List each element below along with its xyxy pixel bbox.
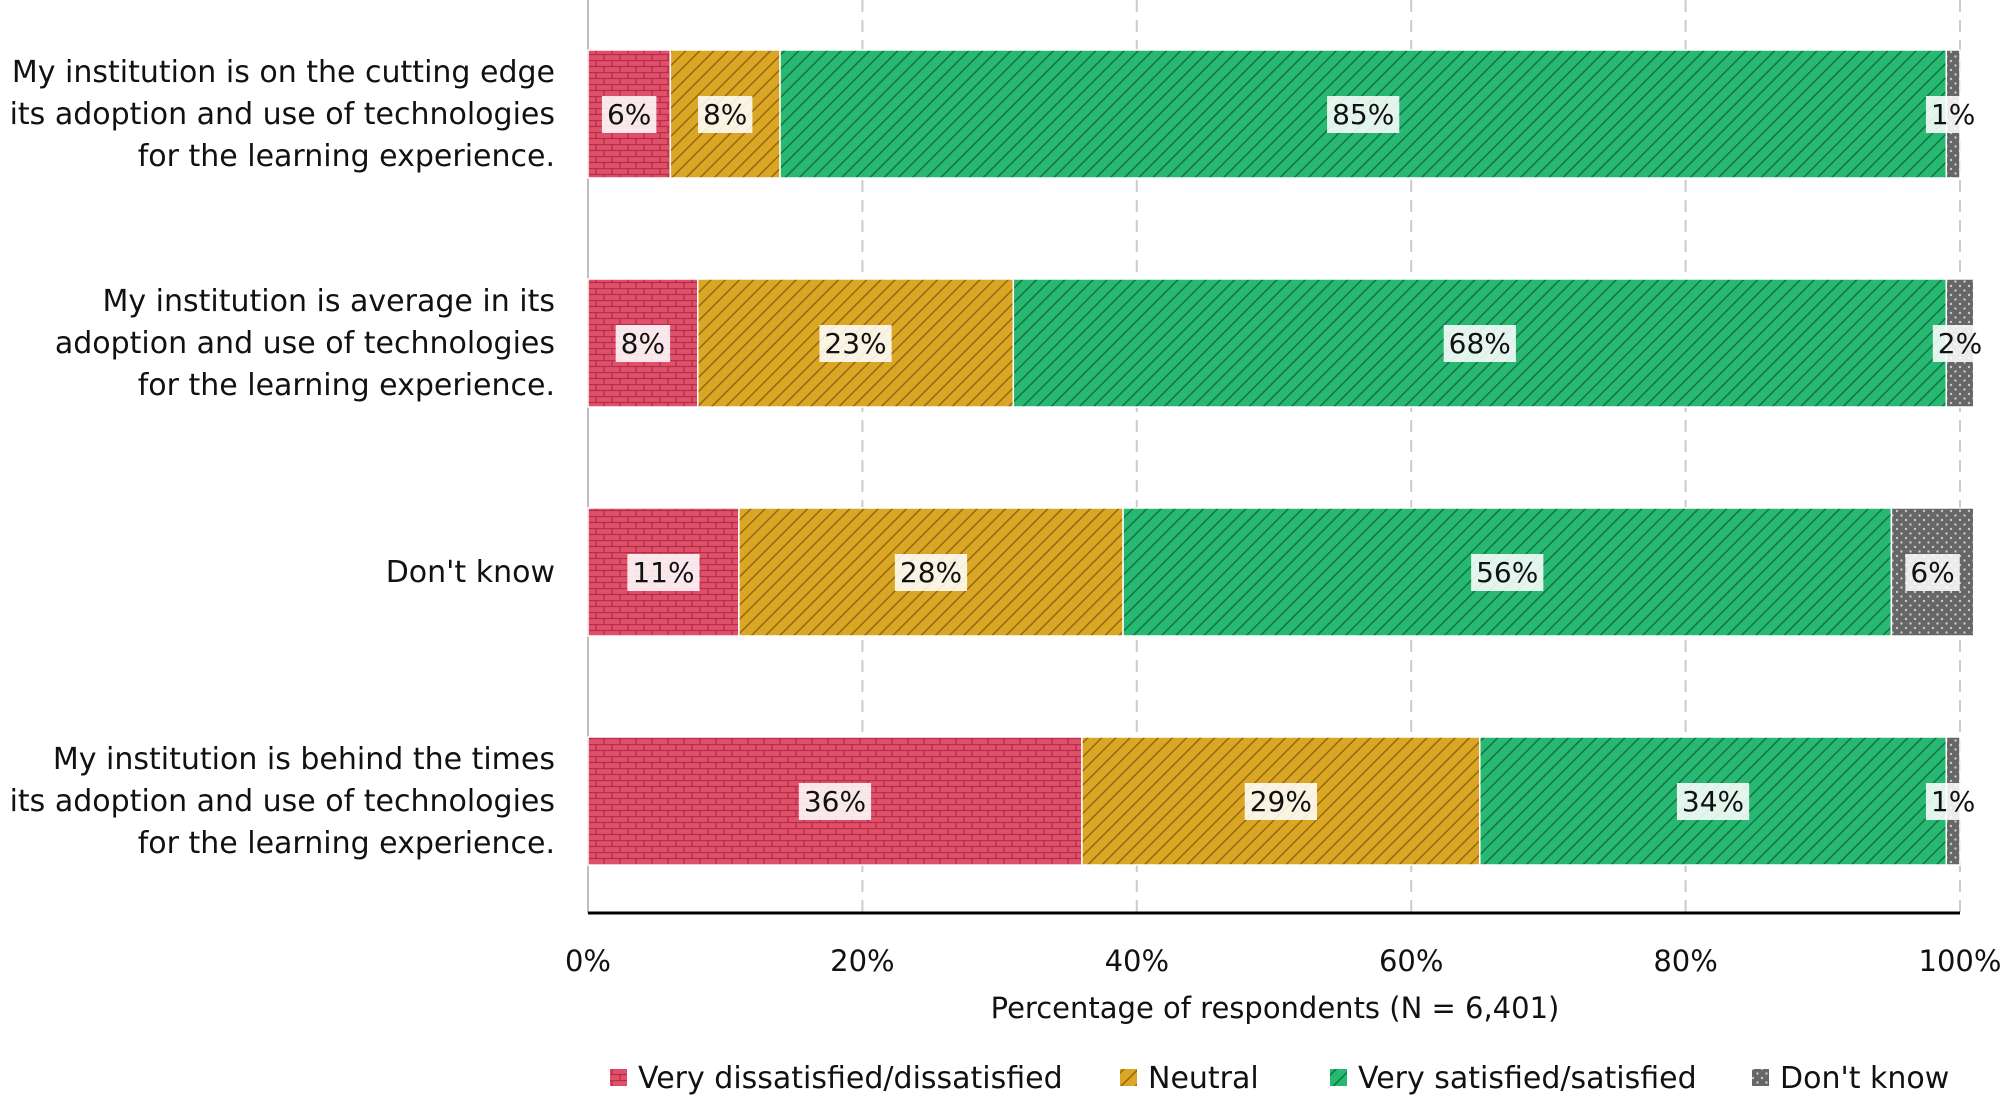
data-label-text: 6% [1910,556,1954,589]
data-label-background [601,96,657,133]
data-label-text: 85% [1332,98,1394,131]
data-label-text: 23% [824,327,886,360]
data-label-background [1443,325,1516,362]
legend-swatch [610,1069,627,1086]
category-label: adoption and use of technologies [55,326,555,361]
data-label-background [1925,783,1981,820]
category-label: in its adoption and use of technologies [0,97,555,132]
data-label-text: 29% [1250,785,1312,818]
legend-label: Neutral [1148,1061,1259,1096]
category-label: My institution is average in its [103,284,556,319]
category-label: for the learning experience. [138,368,555,403]
data-labels: 6% 8% 85% 1% 8% 23% 68% 2% 11% 28% 56% 6% 36% 29% 34% 1… [601,96,1988,820]
x-tick-label: 60% [1379,944,1443,978]
data-label-text: 34% [1682,785,1744,818]
data-label: 8% [697,96,753,133]
data-label-text: 8% [703,98,747,131]
data-label: 28% [894,554,968,591]
data-label: 34% [1676,783,1750,820]
data-label-background [1932,325,1988,362]
data-label-background [1925,96,1981,133]
legend-item: Don't know [1752,1061,1949,1096]
x-tick-label: 40% [1105,944,1169,978]
category-label: for the learning experience. [138,826,555,861]
data-label: 1% [1925,96,1981,133]
legend-swatch [1330,1069,1347,1086]
data-label-background [1327,96,1400,133]
legend-label: Very satisfied/satisfied [1358,1061,1697,1096]
data-label-text: 56% [1476,556,1538,589]
data-label: 85% [1327,96,1400,133]
data-label-text: 11% [632,556,694,589]
x-tick-label: 80% [1653,944,1717,978]
data-label: 11% [627,554,700,591]
bars [587,49,1975,866]
legend-item: Very satisfied/satisfied [1330,1061,1697,1096]
data-label-background [627,554,700,591]
category-label: My institution is behind the times [53,742,555,777]
data-label: 6% [601,96,657,133]
x-tick-label: 0% [565,944,611,978]
data-label-background [1905,554,1960,591]
x-axis-title: Percentage of respondents (N = 6,401) [991,991,1560,1025]
legend-item: Neutral [1120,1061,1259,1096]
legend-swatch [1120,1069,1137,1086]
data-label: 6% [1905,554,1960,591]
x-tick-labels: 0% 20% 40% 60% 80% 100% [565,944,2000,978]
x-tick-label: 100% [1919,944,2000,978]
data-label: 36% [798,783,872,820]
data-label-background [798,783,872,820]
data-label-text: 2% [1938,327,1982,360]
data-label: 1% [1925,783,1981,820]
data-label-text: 1% [1931,785,1975,818]
data-label: 23% [819,325,892,362]
category-label: in its adoption and use of technologies [0,784,555,819]
legend-swatch [1752,1069,1769,1086]
legend: Very dissatisfied/dissatisfied Neutral Ver… [610,1061,1949,1096]
data-label-background [615,325,671,362]
data-label-text: 68% [1449,327,1511,360]
legend-label: Don't know [1780,1061,1949,1096]
category-label: Don't know [386,555,555,590]
data-label: 2% [1932,325,1988,362]
data-label: 56% [1471,554,1544,591]
data-label-background [819,325,892,362]
data-label: 29% [1244,783,1317,820]
data-label: 8% [615,325,671,362]
legend-item: Very dissatisfied/dissatisfied [610,1061,1063,1096]
data-label-text: 6% [607,98,651,131]
data-label-text: 1% [1931,98,1975,131]
data-label-background [1244,783,1317,820]
data-label-text: 28% [900,556,962,589]
category-label: My institution is on the cutting edge [12,55,555,90]
data-label: 68% [1443,325,1516,362]
legend-label: Very dissatisfied/dissatisfied [638,1061,1063,1096]
data-label-background [1471,554,1544,591]
data-label-background [697,96,753,133]
x-tick-label: 20% [830,944,894,978]
data-label-background [1676,783,1750,820]
data-label-text: 8% [621,327,665,360]
category-labels: My institution is on the cutting edge in … [0,55,555,861]
data-label-background [894,554,968,591]
category-label: for the learning experience. [138,139,555,174]
data-label-text: 36% [804,785,866,818]
